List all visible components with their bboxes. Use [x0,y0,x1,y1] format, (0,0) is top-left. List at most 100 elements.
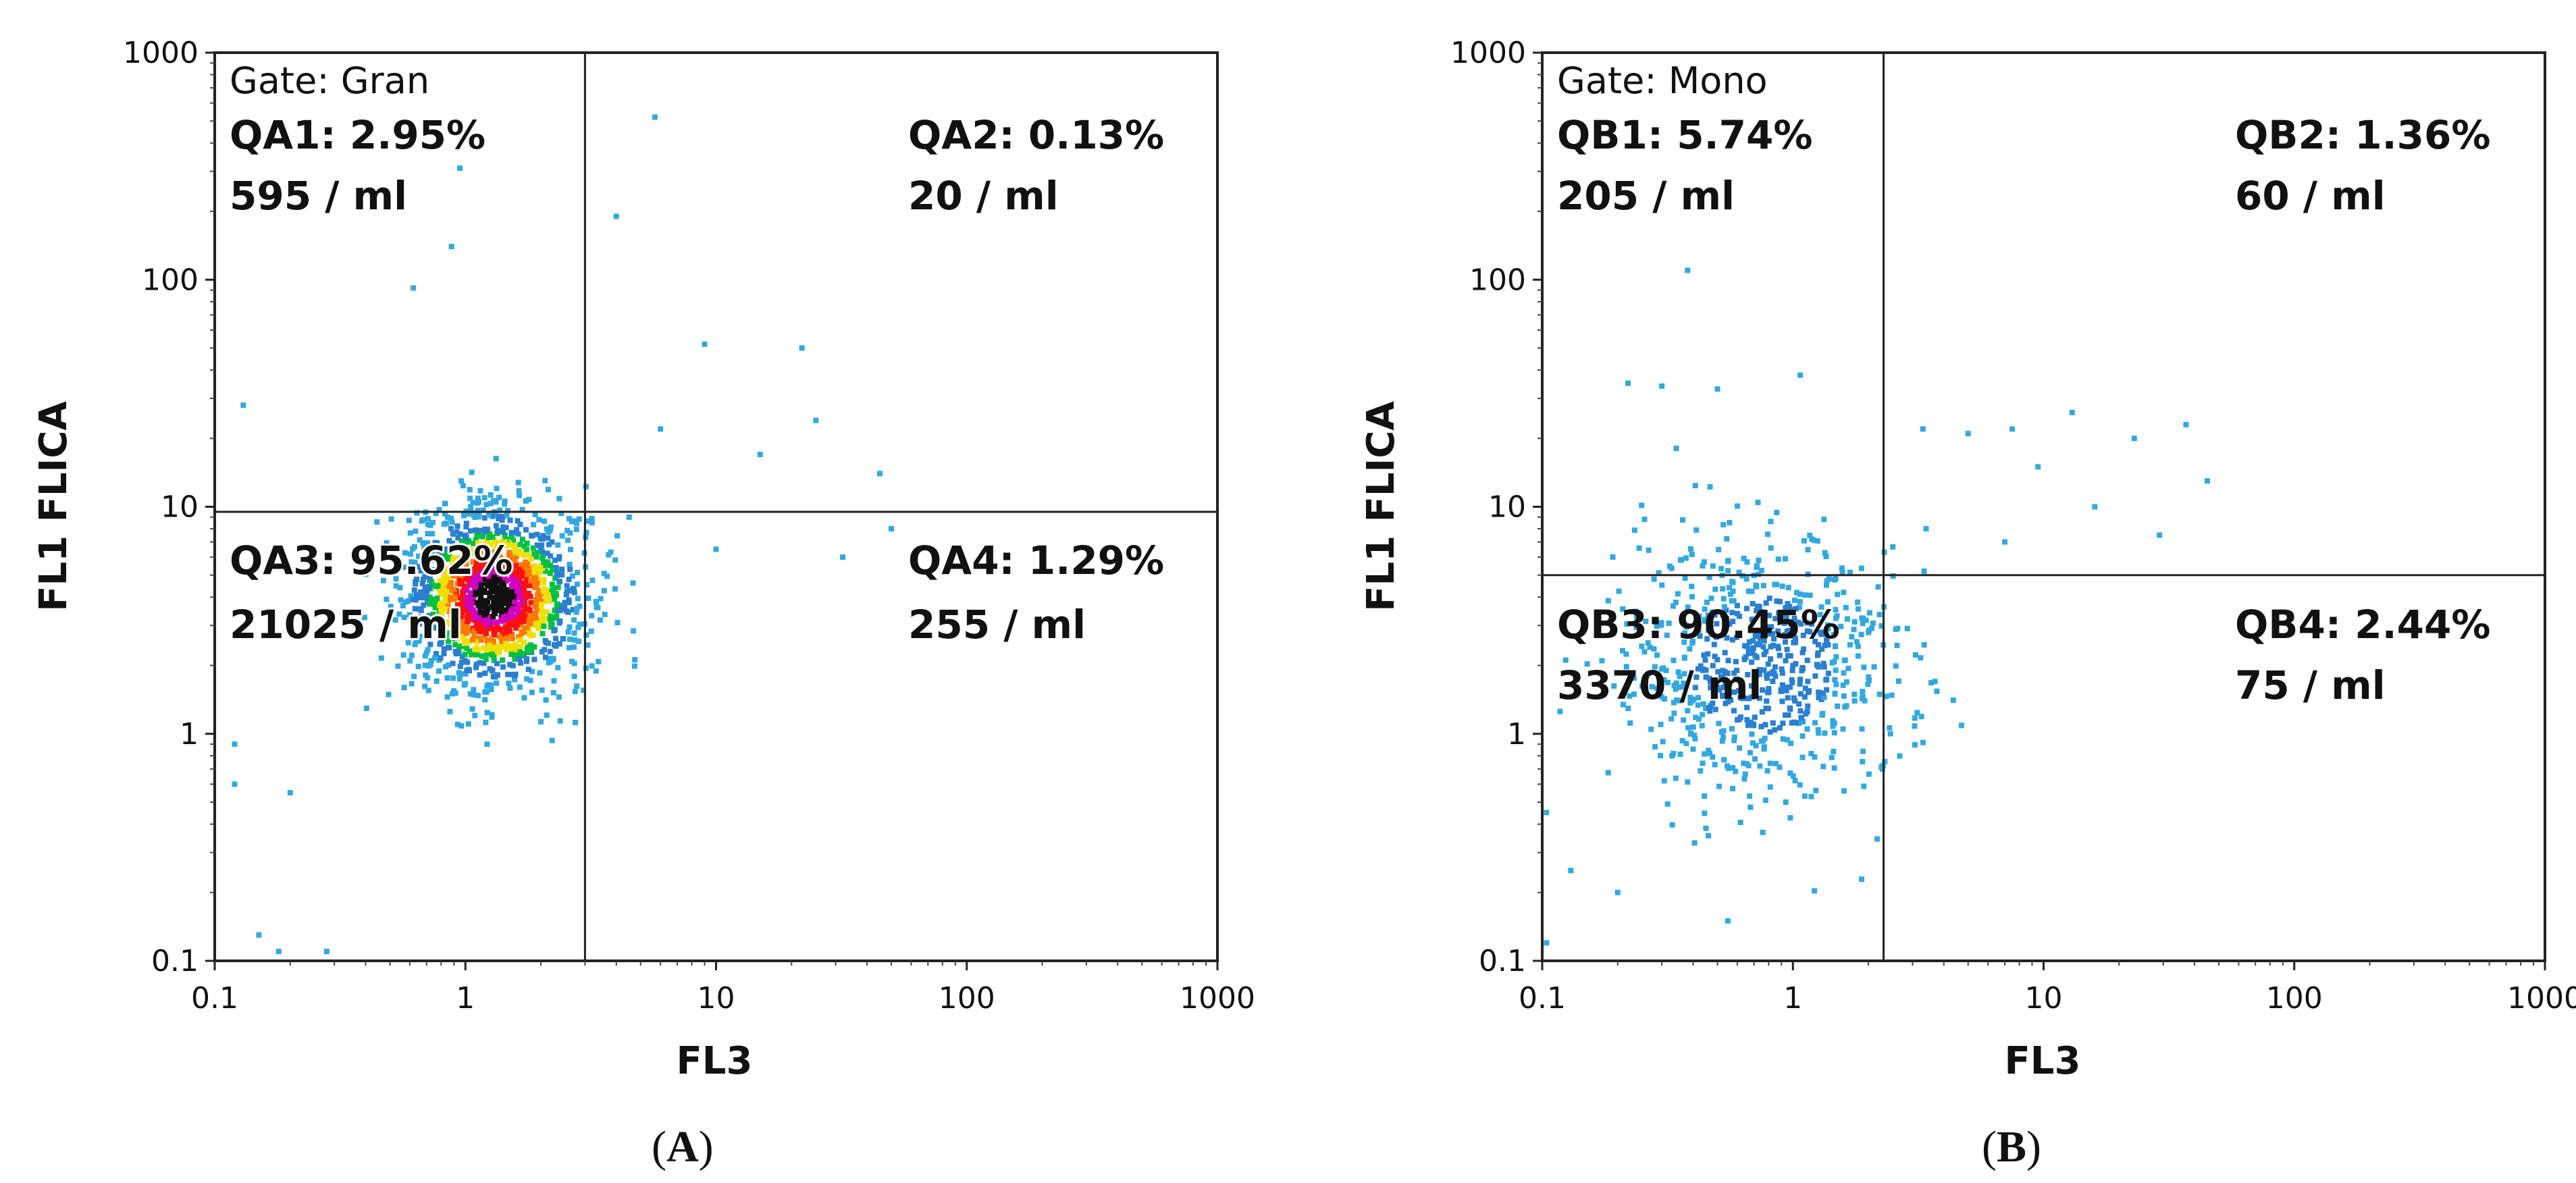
axis-ticks-a: 0.1 1 10 100 1000 0.1 1 10 100 1000 [123,36,1255,1016]
event-point [533,576,539,582]
event-point [517,656,523,662]
event-point [407,551,413,557]
event-point [799,345,805,351]
event-point [713,546,719,552]
event-point [1798,621,1804,627]
event-point [467,495,473,501]
event-point [287,790,293,796]
event-point [500,657,506,663]
event-point [1763,600,1769,606]
event-point [504,629,510,635]
event-point [1729,610,1735,616]
event-point [1777,598,1783,604]
event-point [1770,720,1776,726]
event-point [500,514,506,520]
event-point [513,625,519,631]
event-point [473,554,479,560]
event-point [1785,653,1791,659]
event-point [413,638,419,644]
event-point [484,741,490,747]
event-point [514,527,520,533]
event-point [1819,646,1825,652]
event-point [1697,633,1703,639]
event-point [496,513,502,519]
event-point [453,631,459,637]
event-point [427,574,433,580]
event-point [1673,600,1679,606]
event-point [602,611,608,617]
event-point [525,666,531,673]
event-point [1820,764,1826,770]
event-point [517,492,523,498]
event-point [504,512,510,518]
event-point [476,574,482,580]
event-point [240,402,246,409]
event-point [1816,641,1822,648]
event-point [513,553,519,559]
event-point [1754,563,1760,569]
event-point [418,568,424,574]
event-point [494,485,500,492]
event-point [575,625,581,631]
event-point [463,576,469,582]
event-point [473,610,479,616]
event-point [604,573,610,579]
event-point [324,949,330,955]
x-tick-label: 1000 [2507,981,2576,1016]
event-point [505,559,511,565]
event-point [1544,810,1550,816]
event-point [496,558,502,564]
event-point [484,539,490,545]
event-point [598,596,604,602]
event-point [401,564,407,571]
event-point [1779,698,1785,704]
event-point [1631,527,1637,533]
event-point [1894,642,1900,648]
event-point [1859,726,1865,732]
event-point [512,587,519,593]
event-point [422,662,428,668]
event-point [474,532,480,538]
event-point [556,579,562,585]
event-point [1770,678,1776,684]
event-point [1720,585,1726,592]
event-point [517,643,523,650]
event-point [471,540,477,546]
event-point [516,633,522,639]
event-point [458,538,465,544]
event-point [1680,613,1686,619]
event-point [1720,685,1726,691]
event-point [1784,737,1790,743]
event-point [1690,724,1696,730]
event-point [1825,641,1831,648]
event-point [1863,617,1869,623]
event-point [463,561,469,567]
event-point [441,650,447,656]
event-point [1832,577,1838,583]
event-point [567,567,573,573]
event-point [1673,697,1679,703]
event-point [509,619,515,625]
quadrant-label-qb3: QB3: 90.45% [1557,602,1840,648]
event-point [1715,668,1721,675]
event-point [470,559,476,565]
event-point [1652,743,1658,750]
event-point [1741,776,1747,782]
event-point [1701,559,1707,565]
event-point [465,603,471,609]
event-point [483,502,490,508]
event-point [525,552,531,558]
event-point [1904,625,1910,631]
panel-label-b: (B) [1982,1122,2041,1172]
event-point [528,632,534,638]
event-point [1799,668,1805,674]
event-point [551,642,557,648]
event-point [522,565,528,571]
event-point [479,587,485,594]
event-point [471,691,477,698]
event-point [1712,654,1718,660]
event-point [511,577,517,583]
event-point [1816,730,1822,736]
event-point [1812,639,1818,645]
quadrant-label-qb2: QB2: 1.36% [2235,112,2490,158]
